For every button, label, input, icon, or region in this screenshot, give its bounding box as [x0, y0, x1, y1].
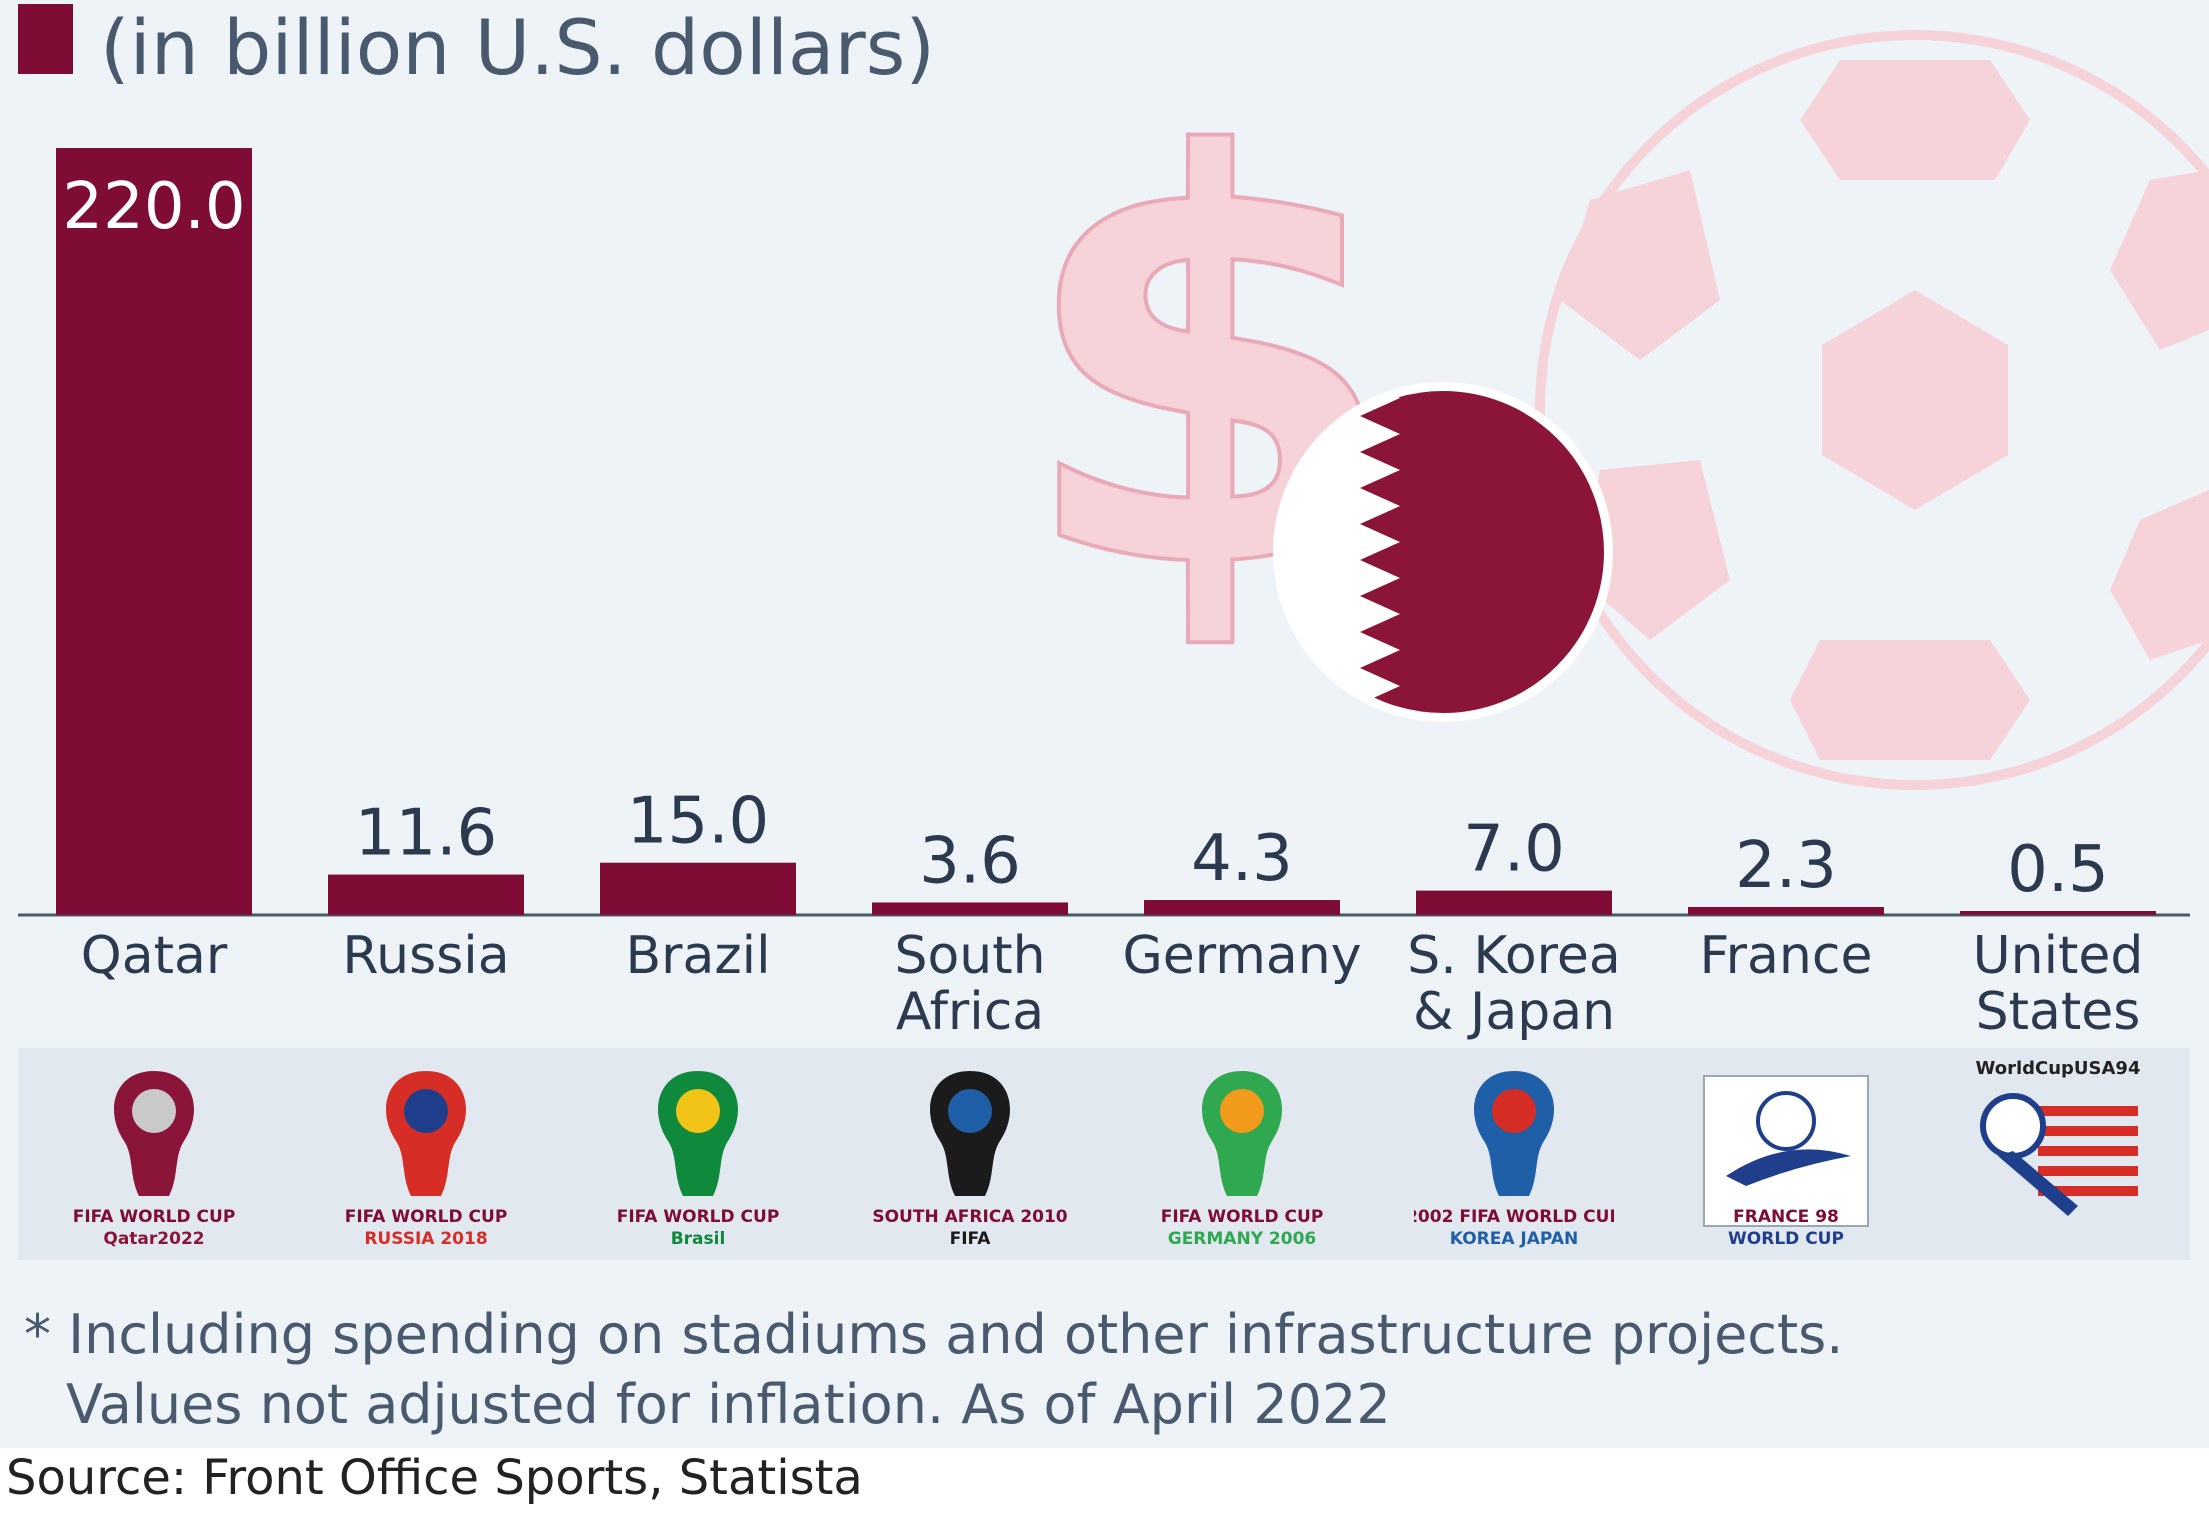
decorative-illustration: $: [1013, 30, 2209, 790]
data-label-3: 3.6: [919, 824, 1021, 898]
data-label-1: 11.6: [355, 797, 498, 871]
south-africa-2010-logo-text-0: SOUTH AFRICA 2010: [872, 1207, 1067, 1227]
category-label-2: Brazil: [625, 926, 770, 986]
brazil-2014-logo: FIFA WORLD CUP Brasil: [598, 1056, 798, 1256]
bar-7: [1960, 911, 2156, 915]
category-label-4: Germany: [1122, 926, 1361, 986]
bar-6: [1688, 906, 1884, 915]
south-africa-2010-logo-text-1: FIFA: [950, 1229, 992, 1249]
germany-2006-logo-text-1: GERMANY 2006: [1168, 1229, 1317, 1249]
brazil-2014-logo-text-0: FIFA WORLD CUP: [617, 1207, 780, 1227]
france-98-logo-text-0: FRANCE 98: [1733, 1207, 1839, 1227]
category-label-3-line-0: South: [894, 926, 1045, 986]
category-label-1: Russia: [342, 926, 509, 986]
bar-5: [1416, 890, 1612, 915]
usa-94-logo: WorldCupUSA94: [1958, 1056, 2158, 1256]
bar-chart: 220.0 Qatar 11.6 Russia 15.0 Brazil 3.6 SouthAf…: [18, 148, 2190, 1042]
category-label-7-line-1: States: [1976, 982, 2141, 1042]
data-label-0: 220.0: [62, 170, 245, 244]
bar-3: [872, 902, 1068, 915]
data-label-5: 7.0: [1463, 813, 1565, 887]
bar-0: [56, 148, 252, 915]
qatar-2022-logo-text-0: FIFA WORLD CUP: [73, 1207, 236, 1227]
category-label-3-line-1: Africa: [896, 982, 1044, 1042]
bar-2: [600, 862, 796, 915]
footnote: * Including spending on stadiums and oth…: [24, 1300, 1843, 1440]
chart-subtitle: (in billion U.S. dollars): [100, 3, 935, 92]
russia-2018-logo: FIFA WORLD CUP RUSSIA 2018: [326, 1056, 526, 1256]
category-label-0: Qatar: [81, 926, 228, 986]
korea-japan-2002-logo-text-1: KOREA JAPAN: [1450, 1229, 1578, 1249]
brazil-2014-logo-text-1: Brasil: [671, 1229, 726, 1249]
germany-2006-logo: FIFA WORLD CUP GERMANY 2006: [1142, 1056, 1342, 1256]
data-label-6: 2.3: [1735, 829, 1837, 903]
russia-2018-logo-text-0: FIFA WORLD CUP: [345, 1207, 508, 1227]
soccer-ball-icon: [1535, 30, 2209, 790]
category-label-7-line-0: United: [1973, 926, 2144, 986]
legend-swatch: [18, 4, 73, 74]
data-label-4: 4.3: [1191, 822, 1293, 896]
footnote-line-1: * Including spending on stadiums and oth…: [24, 1303, 1844, 1366]
category-label-5-line-1: & Japan: [1413, 982, 1615, 1042]
russia-2018-logo-text-1: RUSSIA 2018: [364, 1229, 487, 1249]
france-98-logo-text-1: WORLD CUP: [1728, 1229, 1844, 1249]
south-africa-2010-logo: SOUTH AFRICA 2010 FIFA: [870, 1056, 1070, 1256]
bar-4: [1144, 900, 1340, 915]
qatar-2022-logo: FIFA WORLD CUP Qatar2022: [54, 1056, 254, 1256]
qatar-flag-icon: [1273, 382, 1613, 722]
data-label-2: 15.0: [627, 785, 770, 859]
usa-94-logo-text-0: WorldCupUSA94: [1976, 1058, 2141, 1079]
footnote-line-2: Values not adjusted for inflation. As of…: [66, 1373, 1391, 1436]
data-label-7: 0.5: [2007, 833, 2109, 907]
qatar-2022-logo-text-1: Qatar2022: [103, 1229, 204, 1249]
france-98-logo: FRANCE 98 WORLD CUP: [1686, 1056, 1886, 1256]
bar-1: [328, 874, 524, 915]
category-label-6: France: [1700, 926, 1873, 986]
source-credit: Source: Front Office Sports, Statista: [6, 1450, 863, 1506]
korea-japan-2002-logo: 2002 FIFA WORLD CUP KOREA JAPAN: [1406, 1056, 1622, 1256]
korea-japan-2002-logo-text-0: 2002 FIFA WORLD CUP: [1414, 1207, 1614, 1227]
category-label-5-line-0: S. Korea: [1407, 926, 1620, 986]
germany-2006-logo-text-0: FIFA WORLD CUP: [1161, 1207, 1324, 1227]
